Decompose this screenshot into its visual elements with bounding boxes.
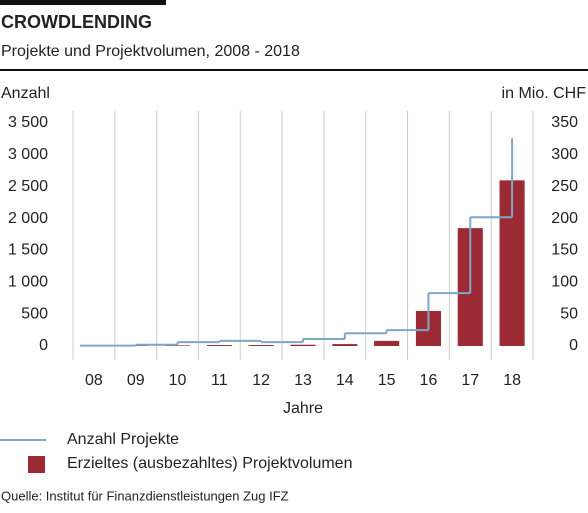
y2-axis-label: in Mio. CHF — [502, 85, 587, 102]
x-tick-label: 16 — [420, 372, 438, 389]
bar — [249, 345, 274, 346]
x-tick-label: 15 — [378, 372, 396, 389]
y2-tick-label: 250 — [551, 178, 578, 195]
y2-tick-label: 300 — [551, 146, 578, 163]
x-tick-label: 09 — [127, 372, 145, 389]
x-axis-label: Jahre — [283, 400, 323, 417]
chart-title: CROWDLENDING — [1, 12, 152, 32]
x-tick-label: 18 — [503, 372, 521, 389]
y-tick-label: 3 500 — [8, 114, 48, 131]
legend-label: Anzahl Projekte — [67, 431, 179, 448]
y-tick-label: 3 000 — [8, 146, 48, 163]
y2-tick-label: 0 — [569, 337, 578, 354]
y2-tick-label: 150 — [551, 242, 578, 259]
title-bar — [0, 0, 166, 5]
x-tick-label: 17 — [461, 372, 479, 389]
bar — [290, 345, 315, 346]
legend-label: Erzieltes (ausbezahltes) Projektvolumen — [67, 455, 352, 472]
x-tick-label: 13 — [294, 372, 312, 389]
y-tick-label: 500 — [21, 305, 48, 322]
y2-tick-label: 350 — [551, 114, 578, 131]
bar — [374, 341, 399, 346]
y2-tick-label: 200 — [551, 210, 578, 227]
y-tick-label: 2 000 — [8, 210, 48, 227]
legend-swatch — [28, 456, 45, 473]
x-tick-label: 10 — [169, 372, 187, 389]
y-tick-label: 0 — [39, 337, 48, 354]
y2-tick-label: 50 — [560, 305, 578, 322]
chart-subtitle: Projekte und Projektvolumen, 2008 - 2018 — [1, 43, 300, 60]
y-tick-label: 1 500 — [8, 242, 48, 259]
y-tick-label: 2 500 — [8, 178, 48, 195]
x-tick-label: 12 — [252, 372, 270, 389]
y-tick-label: 1 000 — [8, 274, 48, 291]
y-axis-label: Anzahl — [1, 85, 50, 102]
x-tick-label: 14 — [336, 372, 354, 389]
bar — [332, 344, 357, 346]
x-tick-label: 08 — [85, 372, 103, 389]
source: Quelle: Institut für Finanzdienstleistun… — [1, 488, 289, 503]
x-tick-label: 11 — [211, 372, 228, 389]
bar — [207, 345, 232, 346]
y2-tick-label: 100 — [551, 274, 578, 291]
